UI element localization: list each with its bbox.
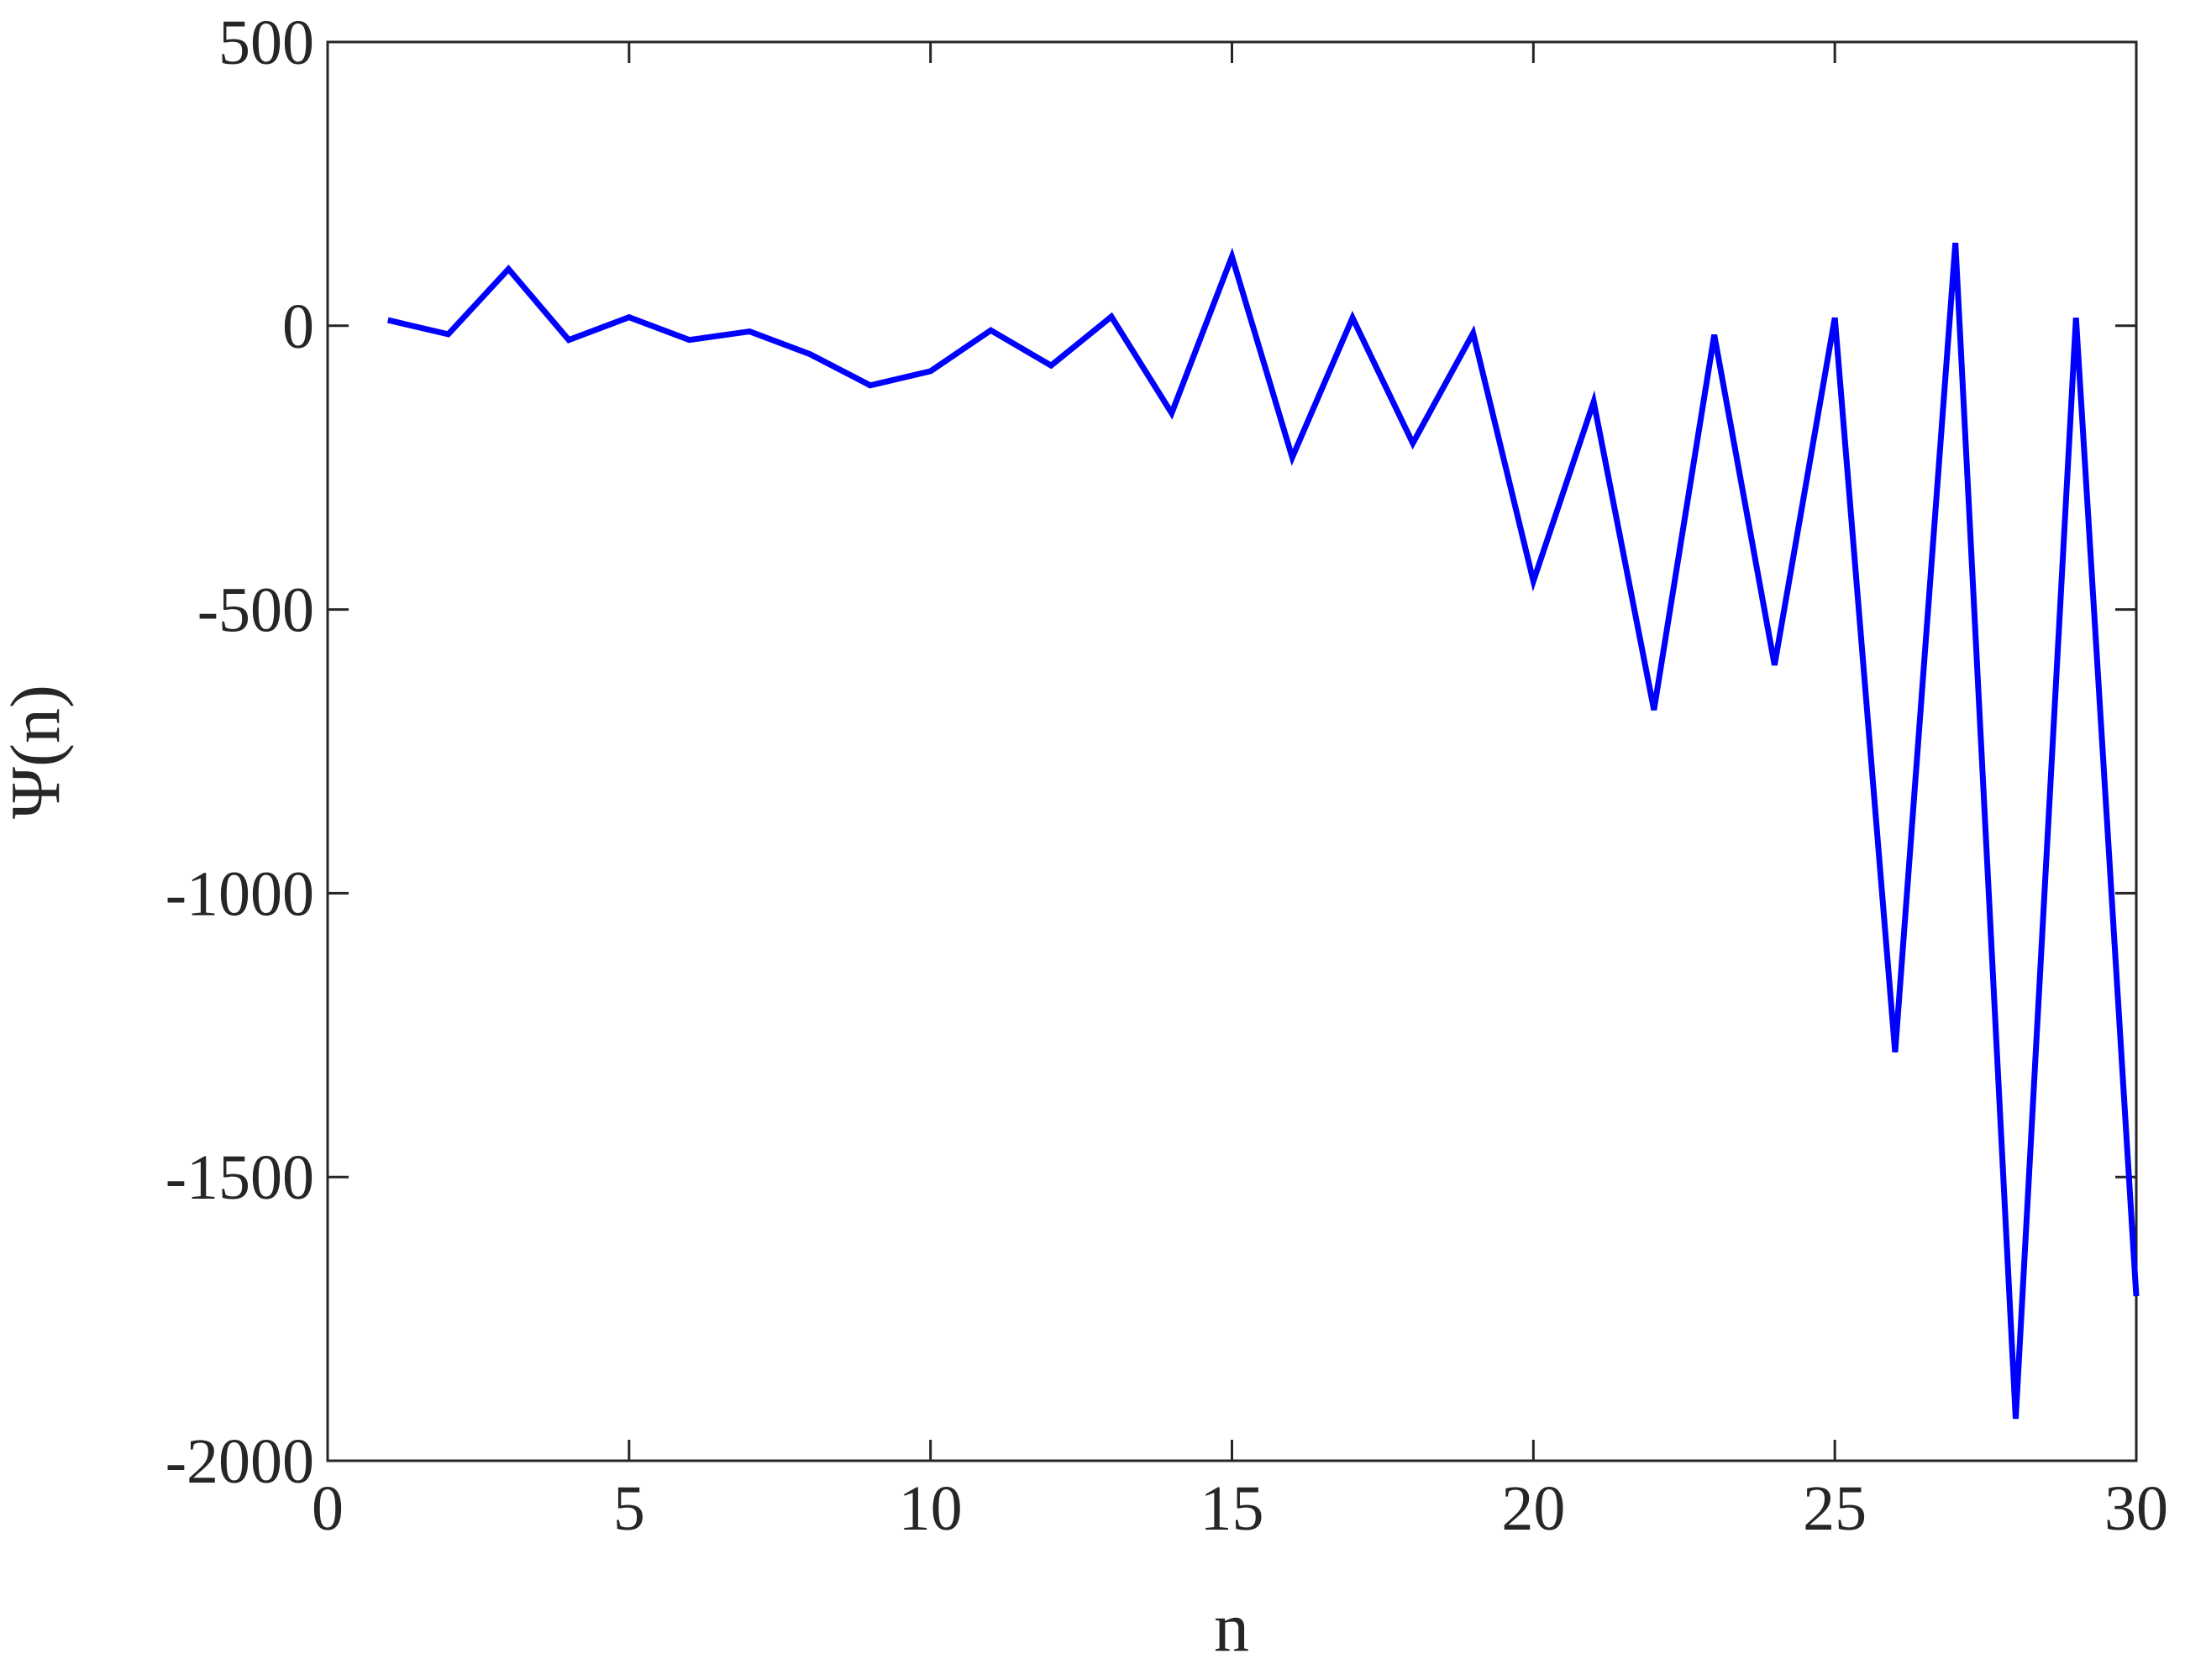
x-axis-label: n <box>1214 1588 1249 1667</box>
y-axis-label: Ψ(n) <box>0 685 75 819</box>
x-tick-label: 0 <box>312 1473 344 1544</box>
x-tick-label: 5 <box>613 1473 645 1544</box>
y-tick-label: -1500 <box>165 1142 314 1213</box>
y-tick-label: 500 <box>218 8 314 78</box>
x-tick-label: 10 <box>899 1473 963 1544</box>
x-tick-label: 15 <box>1200 1473 1264 1544</box>
x-tick-label: 20 <box>1501 1473 1565 1544</box>
y-tick-label: -500 <box>197 575 314 646</box>
x-tick-label: 30 <box>2104 1473 2168 1544</box>
x-tick-label: 25 <box>1803 1473 1867 1544</box>
y-tick-label: -2000 <box>165 1426 314 1497</box>
data-line <box>386 242 2140 1420</box>
y-tick-label: -1000 <box>165 858 314 929</box>
y-tick-label: 0 <box>282 291 314 362</box>
